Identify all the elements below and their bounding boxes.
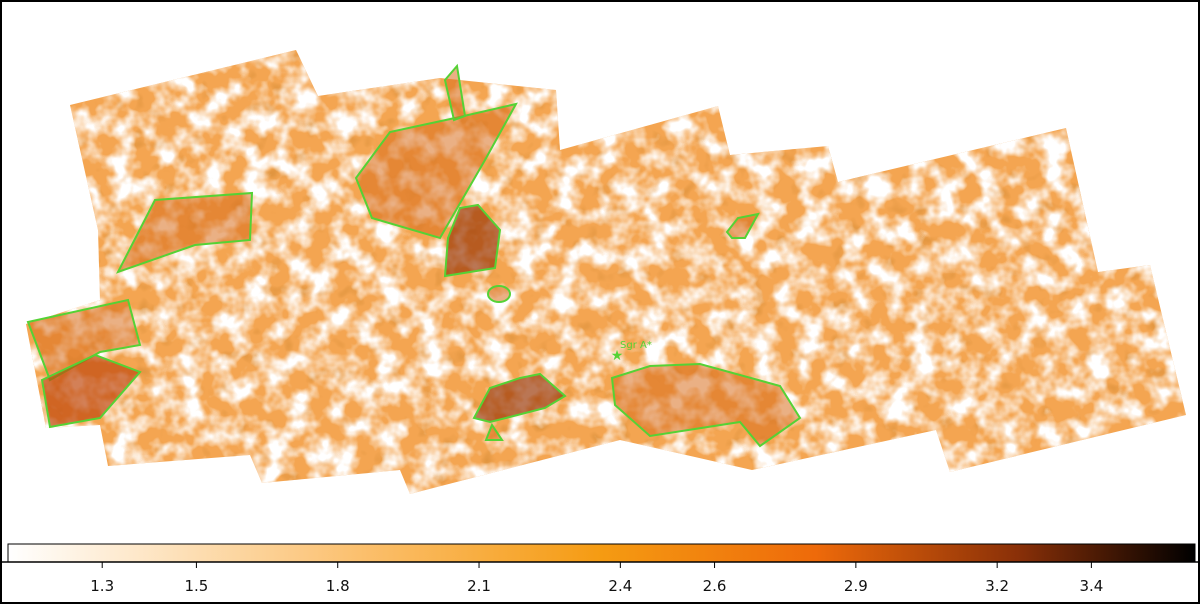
tick-label: 3.4 [1079,577,1103,595]
tick-label: 3.2 [985,577,1009,595]
region [487,285,511,303]
tick-label: 2.9 [844,577,868,595]
source-label: Sgr A* [620,340,652,351]
region [26,298,142,382]
tick-label: 2.1 [467,577,491,595]
region [40,353,142,429]
tick-label: 1.3 [90,577,114,595]
tick-label: 1.8 [326,577,350,595]
source-marker: ★ [611,348,624,364]
region [443,63,467,122]
region [610,362,802,448]
region [354,102,518,240]
tick-label: 2.4 [608,577,632,595]
tick-label: 2.6 [703,577,727,595]
region [115,191,254,274]
exposure-mosaic [26,50,1186,494]
region [725,212,760,239]
region [443,203,502,278]
region [484,422,504,441]
colorbar [7,543,1196,563]
region [472,372,567,424]
regions [26,63,802,448]
tick-label: 1.5 [184,577,208,595]
